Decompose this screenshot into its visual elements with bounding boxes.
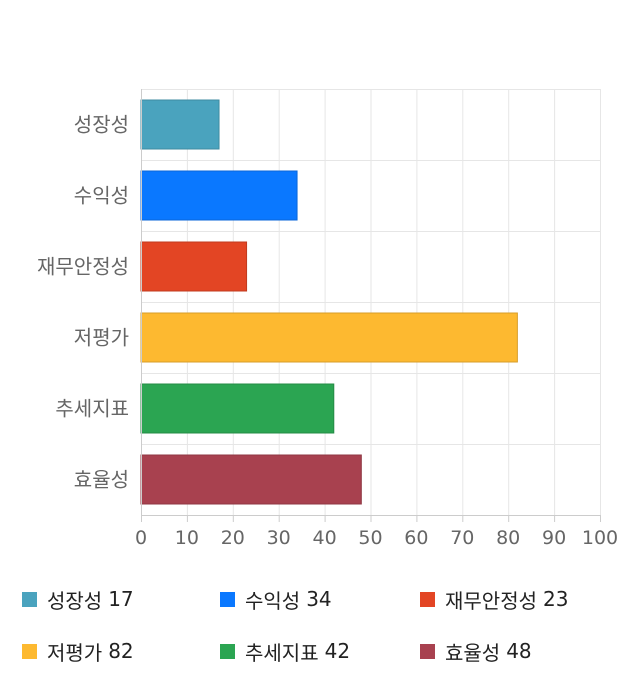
bars — [140, 99, 518, 505]
x-tick-label: 20 — [221, 527, 245, 549]
legend-value: 48 — [506, 639, 532, 663]
legend-swatch — [22, 591, 37, 607]
x-tick-label: 60 — [404, 527, 428, 549]
x-tick-label: 50 — [358, 527, 382, 549]
bar — [140, 241, 248, 292]
legend-swatch — [220, 591, 235, 607]
category-label: 효율성 — [74, 468, 129, 492]
legend-swatch — [220, 643, 235, 659]
legend: 성장성 17 수익성 34 재무안정성 23 저평가 82 추세지표 42 효율성 48 — [0, 570, 640, 690]
x-tick-label: 100 — [582, 527, 618, 549]
x-tick-label: 40 — [313, 527, 337, 549]
legend-label: 수익성 — [245, 588, 301, 613]
legend-item: 저평가 82 — [22, 636, 134, 666]
legend-value: 17 — [108, 587, 134, 611]
legend-item: 성장성 17 — [22, 584, 134, 614]
bar — [140, 99, 220, 150]
legend-swatch — [22, 643, 37, 659]
category-label: 수익성 — [74, 184, 129, 208]
category-label: 재무안정성 — [37, 255, 129, 279]
x-tick-label: 70 — [450, 527, 474, 549]
axes — [141, 89, 601, 522]
x-tick-label: 10 — [175, 527, 199, 549]
legend-swatch — [420, 591, 435, 607]
legend-item: 추세지표 42 — [220, 636, 350, 666]
x-tick-labels: 0 10 20 30 40 50 60 70 80 90 100 — [135, 527, 618, 549]
legend-item: 효율성 48 — [420, 636, 532, 666]
legend-value: 42 — [324, 639, 351, 663]
bar — [140, 383, 335, 434]
legend-label: 저평가 — [47, 640, 103, 665]
bar — [140, 170, 298, 221]
legend-label: 재무안정성 — [445, 588, 537, 613]
legend-label: 효율성 — [445, 640, 501, 665]
bar — [140, 454, 362, 505]
x-tick-label: 80 — [496, 527, 520, 549]
bar — [140, 312, 518, 363]
category-label: 저평가 — [74, 326, 129, 350]
legend-swatch — [420, 643, 435, 659]
legend-label: 추세지표 — [245, 640, 319, 665]
x-tick-label: 0 — [135, 527, 147, 549]
legend-label: 성장성 — [47, 588, 103, 613]
legend-value: 34 — [306, 587, 332, 611]
x-tick-label: 30 — [267, 527, 291, 549]
x-tick-label: 90 — [542, 527, 566, 549]
legend-value: 82 — [108, 639, 134, 663]
grid-lines — [141, 89, 601, 516]
legend-item: 재무안정성 23 — [420, 584, 568, 614]
legend-value: 23 — [543, 587, 569, 611]
legend-item: 수익성 34 — [220, 584, 332, 614]
category-label: 추세지표 — [55, 397, 129, 421]
category-label: 성장성 — [74, 113, 129, 137]
